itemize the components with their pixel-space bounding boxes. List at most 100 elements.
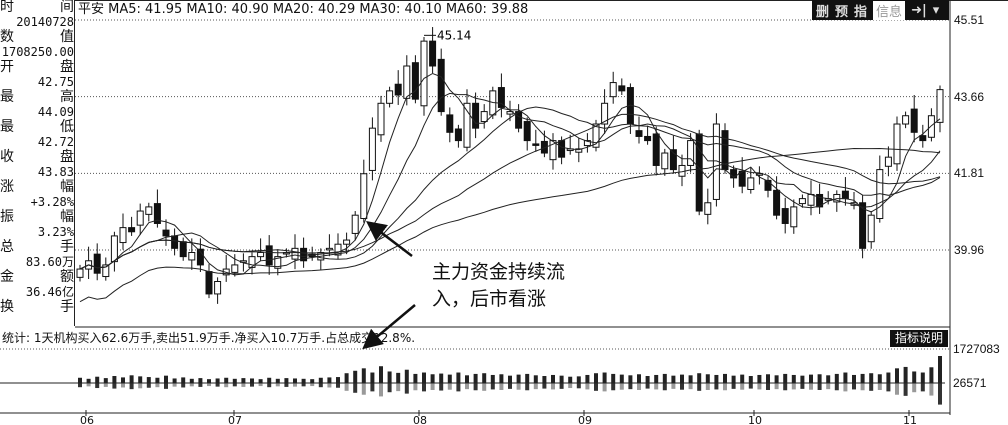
- volume-bar-up: [499, 374, 504, 383]
- candle-body: [386, 90, 394, 104]
- volume-bar-up: [929, 367, 934, 383]
- month-label: 08: [413, 414, 427, 425]
- volume-bar-up: [473, 373, 478, 383]
- volume-bar-down: [551, 383, 555, 390]
- volume-bar-down: [585, 383, 590, 390]
- volume-bar-up: [284, 378, 289, 383]
- volume-bar-down: [430, 383, 435, 390]
- volume-bar-down: [852, 383, 856, 390]
- volume-bar-down: [336, 383, 340, 388]
- volume-bar-down: [740, 383, 745, 390]
- volume-bar-down: [198, 383, 203, 387]
- info-value: 3.23%: [37, 225, 74, 239]
- preview-button[interactable]: 预: [835, 4, 849, 20]
- volume-bar-down: [688, 383, 693, 390]
- candle-body: [644, 135, 652, 142]
- volume-bar-up: [224, 377, 229, 383]
- volume-bar-down: [465, 383, 469, 390]
- delete-button[interactable]: 删: [816, 4, 830, 20]
- sub-y-tick: 1727083: [953, 342, 1000, 356]
- volume-bar-down: [138, 383, 143, 389]
- candle-body: [738, 170, 746, 187]
- candle-body: [893, 123, 901, 165]
- volume-bar-down: [817, 383, 822, 390]
- volume-bar-down: [215, 383, 220, 387]
- volume-bar-down: [490, 383, 495, 390]
- candle-body: [110, 235, 118, 263]
- volume-bar-down: [387, 383, 392, 393]
- institution-stats: 统计: 1天机构买入62.6万手,卖出51.9万手.净买入10.7万手.占总成交…: [2, 331, 416, 345]
- volume-bar-up: [619, 374, 624, 383]
- volume-bar-down: [413, 383, 418, 391]
- candle-body: [76, 268, 84, 278]
- info-row: 振 幅 3.23%: [0, 210, 74, 240]
- candle-body: [334, 243, 342, 256]
- volume-bar-down: [723, 383, 727, 391]
- info-value: 83.60万: [25, 255, 74, 269]
- volume-bar-down: [396, 383, 401, 392]
- candle-body: [403, 65, 411, 99]
- volume-bar-up: [843, 372, 848, 383]
- volume-bar-down: [344, 383, 349, 391]
- info-value: 43.83: [37, 165, 74, 179]
- candle-body: [919, 135, 927, 142]
- volume-bar-up: [430, 374, 435, 383]
- info-button[interactable]: 信息: [873, 0, 906, 20]
- volume-bar-up: [207, 379, 211, 383]
- volume-bar-up: [654, 374, 659, 383]
- candle-body: [377, 102, 385, 136]
- volume-bar-up: [559, 375, 564, 383]
- volume-bar-down: [576, 383, 581, 389]
- volume-bar-up: [422, 372, 426, 383]
- jump-end-icon[interactable]: ➜|: [911, 2, 927, 18]
- chevron-down-icon[interactable]: ▾: [932, 2, 940, 18]
- candle-body: [231, 264, 239, 273]
- volume-bar-up: [774, 375, 779, 383]
- volume-bar-down: [594, 383, 598, 391]
- candle-body: [884, 156, 892, 167]
- volume-bar-down: [361, 383, 366, 395]
- candle-body: [196, 248, 204, 266]
- volume-bar-up: [258, 379, 263, 383]
- volume-bar-down: [241, 383, 246, 387]
- volume-bar-down: [929, 383, 934, 396]
- volume-bar-up: [379, 366, 383, 383]
- info-value: 20140728: [16, 15, 74, 29]
- volume-bar-down: [439, 383, 444, 391]
- volume-bar-down: [121, 383, 125, 388]
- volume-bar-down: [877, 383, 882, 390]
- candle-body: [93, 253, 101, 274]
- volume-bar-up: [895, 368, 899, 383]
- arrow-to-breakout: [366, 220, 413, 257]
- candle-body: [102, 264, 110, 278]
- candle-body: [368, 127, 376, 171]
- volume-bar-up: [78, 377, 82, 383]
- indicator-button[interactable]: 指: [854, 4, 868, 20]
- indicator-help-button[interactable]: 指标说明: [890, 330, 948, 347]
- info-row: 时 间 20140728: [0, 0, 74, 30]
- volume-bar-up: [215, 378, 220, 383]
- sub-y-tick: 26571: [953, 376, 987, 390]
- candle-body: [867, 214, 875, 243]
- info-row: 总 手 83.60万: [0, 240, 74, 270]
- volume-bar-down: [422, 383, 426, 392]
- candle-body: [497, 87, 505, 108]
- candle-body: [841, 190, 849, 200]
- volume-bar-up: [903, 366, 908, 383]
- candle-body: [437, 58, 445, 113]
- volume-bar-up: [465, 375, 469, 383]
- volume-bar-up: [353, 370, 358, 383]
- info-label-suffix: 盘: [60, 149, 74, 165]
- volume-bar-up: [181, 377, 186, 383]
- volume-bar-down: [731, 383, 736, 389]
- candle-body: [394, 83, 402, 96]
- volume-bar-down: [525, 383, 530, 391]
- candle-body: [136, 210, 144, 226]
- toolbar: 删 预 指 信息 ➜| ▾: [812, 0, 949, 20]
- volume-bar-up: [267, 377, 272, 383]
- volume-bar-up: [86, 378, 91, 383]
- volume-bar-down: [654, 383, 659, 390]
- volume-bar-down: [301, 383, 306, 387]
- volume-bar-up: [723, 373, 727, 383]
- volume-bar-down: [293, 383, 297, 387]
